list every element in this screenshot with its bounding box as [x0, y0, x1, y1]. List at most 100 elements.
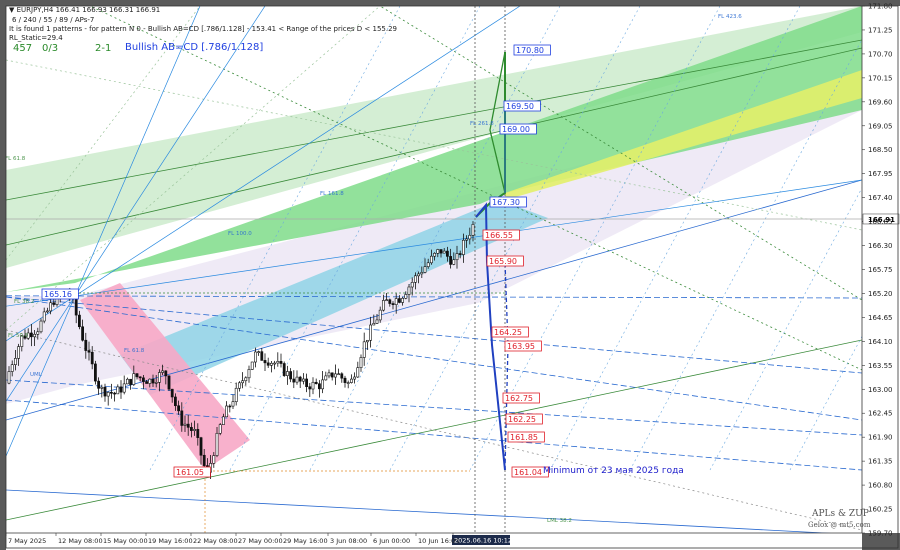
- level-box: [173, 466, 211, 478]
- candle-body: [132, 373, 136, 385]
- x-tick-label: 19 May 16:00: [148, 537, 193, 545]
- candle-body: [170, 388, 174, 398]
- current-price-box: [862, 213, 900, 225]
- pattern-name: Bullish AB=CD [.786/1.128]: [125, 42, 264, 53]
- candle-body: [468, 234, 472, 240]
- level-box: [489, 196, 527, 208]
- candle-body: [113, 392, 117, 395]
- candle-body: [449, 256, 453, 265]
- level-box: [513, 44, 551, 56]
- level-label-167-30: 167.30: [492, 198, 520, 207]
- candle-body: [116, 386, 120, 395]
- candle-body: [308, 386, 312, 390]
- candle-body: [234, 387, 238, 403]
- level-label-170-80: 170.80: [516, 46, 544, 55]
- candle-body: [321, 379, 325, 390]
- current-price-label: 166.91: [868, 216, 895, 224]
- trend-line: [6, 339, 862, 521]
- candle-body: [215, 432, 219, 456]
- trend-line: [6, 379, 862, 436]
- annotation-minimum: Minimum от 23 мая 2025 года: [543, 466, 684, 476]
- candle-body: [122, 383, 126, 393]
- fib-label: UML: [30, 372, 43, 378]
- candle-body: [154, 382, 158, 384]
- candle-body: [465, 238, 469, 241]
- y-tick-label: 170.70: [868, 50, 893, 58]
- candle-body: [174, 396, 177, 407]
- candle-body: [142, 377, 145, 382]
- candle-body: [186, 423, 190, 428]
- x-tick-label: 6 Jun 00:00: [373, 537, 410, 545]
- level-box: [507, 431, 545, 443]
- x-tick-label: 27 May 00:00: [238, 537, 283, 545]
- trend-line: [6, 295, 862, 299]
- x-tick-label: 7 May 2025: [8, 537, 46, 545]
- x-tick-label: 22 May 08:00: [193, 537, 238, 545]
- candle-body: [180, 410, 184, 426]
- candle-body: [106, 391, 110, 397]
- candle-body: [429, 255, 433, 264]
- candle-body: [388, 299, 392, 304]
- level-box: [503, 100, 541, 112]
- candle-body: [445, 250, 449, 257]
- candle-body: [378, 309, 382, 321]
- candle-body: [103, 386, 107, 397]
- candle-body: [241, 380, 245, 384]
- candle-body: [29, 332, 33, 338]
- light-green-channel: [6, 6, 862, 268]
- candle-body: [298, 376, 302, 382]
- fib-label: FL 61.8: [5, 156, 26, 162]
- candle-body: [458, 253, 462, 255]
- candle-body: [292, 378, 296, 383]
- trend-line: [6, 39, 862, 201]
- candle-body: [14, 358, 17, 365]
- candle-body: [359, 357, 363, 368]
- level-box: [482, 229, 520, 241]
- candle-body: [78, 314, 81, 328]
- candle-body: [199, 437, 203, 456]
- candle-body: [397, 298, 401, 303]
- candle-body: [417, 273, 421, 277]
- candles: [7, 221, 475, 480]
- candle-body: [413, 275, 417, 283]
- candle-body: [305, 378, 309, 388]
- fan-line: [6, 6, 266, 402]
- y-tick-label: 160.80: [868, 482, 893, 490]
- candle-body: [343, 377, 347, 383]
- level-label-166-55: 166.55: [485, 231, 513, 240]
- candle-body: [250, 361, 254, 370]
- trend-line: [6, 489, 832, 533]
- y-tick-label: 163.00: [868, 386, 893, 394]
- candle-body: [324, 375, 328, 381]
- y-tick-label: 164.10: [868, 338, 893, 346]
- candle-body: [365, 339, 369, 343]
- y-tick-label: 169.60: [868, 98, 893, 106]
- candle-body: [145, 381, 149, 384]
- candle-body: [158, 372, 161, 383]
- candle-body: [148, 378, 152, 384]
- fib-label: FL 50.0: [8, 333, 29, 339]
- candle-body: [349, 378, 353, 383]
- params-line: 6 / 240 / 55 / 89 / APs-7: [12, 16, 95, 24]
- candle-body: [193, 429, 197, 431]
- chart-border: [5, 5, 899, 549]
- candle-body: [183, 423, 187, 426]
- candle-body: [461, 239, 465, 255]
- candle-body: [33, 333, 37, 338]
- candle-body: [407, 286, 411, 295]
- yellow-channel: [505, 70, 862, 200]
- trend-line: [379, 6, 862, 301]
- trend-line: [6, 6, 201, 261]
- price-axis: [861, 5, 900, 534]
- pattern-line: It is found 1 patterns - for pattern N 0…: [9, 25, 398, 33]
- level-label-164-25: 164.25: [494, 328, 522, 337]
- level-label-165-90: 165.90: [489, 257, 517, 266]
- candle-body: [7, 371, 11, 384]
- time-axis: [5, 532, 862, 550]
- candle-body: [161, 370, 165, 373]
- candle-body: [247, 369, 251, 379]
- fib-label: FL 38.2: [14, 299, 34, 305]
- candle-body: [285, 371, 289, 376]
- level-box: [504, 340, 542, 352]
